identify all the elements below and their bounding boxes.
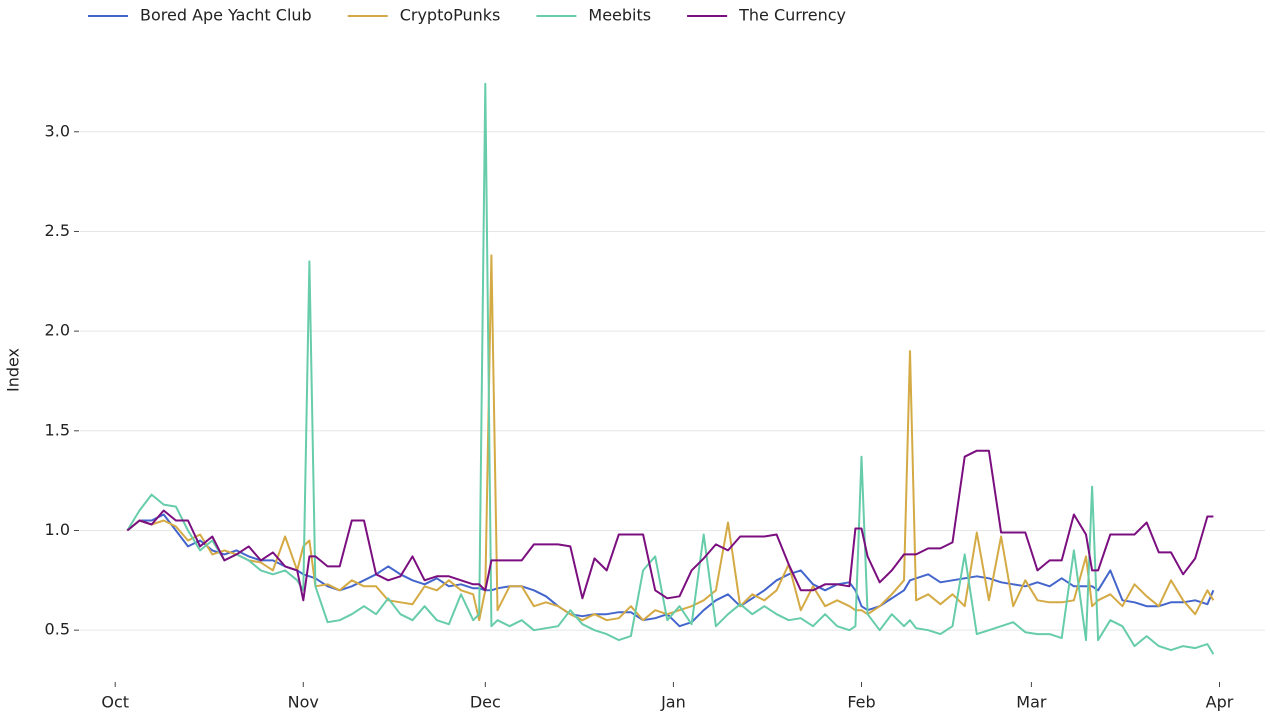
series-line <box>126 82 1215 655</box>
legend-label: CryptoPunks <box>400 6 501 25</box>
y-tick-label: 0.5 <box>45 620 70 639</box>
legend-label: The Currency <box>738 6 846 25</box>
y-tick-label: 1.5 <box>45 420 70 439</box>
x-tick-label: Dec <box>470 693 501 712</box>
x-tick-label: Mar <box>1016 693 1047 712</box>
legend-label: Meebits <box>588 6 651 25</box>
x-tick-label: Nov <box>288 693 319 712</box>
x-tick-label: Apr <box>1206 693 1234 712</box>
x-tick-label: Feb <box>847 693 875 712</box>
y-tick-label: 3.0 <box>45 121 70 140</box>
series-line <box>126 513 1215 628</box>
y-tick-label: 1.0 <box>45 520 70 539</box>
y-tick-label: 2.5 <box>45 221 70 240</box>
y-axis-label: Index <box>4 348 23 392</box>
x-tick-label: Jan <box>660 693 686 712</box>
series-line <box>126 449 1214 602</box>
y-tick-label: 2.0 <box>45 321 70 340</box>
x-tick-label: Oct <box>101 693 129 712</box>
series-line <box>126 254 1215 622</box>
legend-label: Bored Ape Yacht Club <box>140 6 312 25</box>
